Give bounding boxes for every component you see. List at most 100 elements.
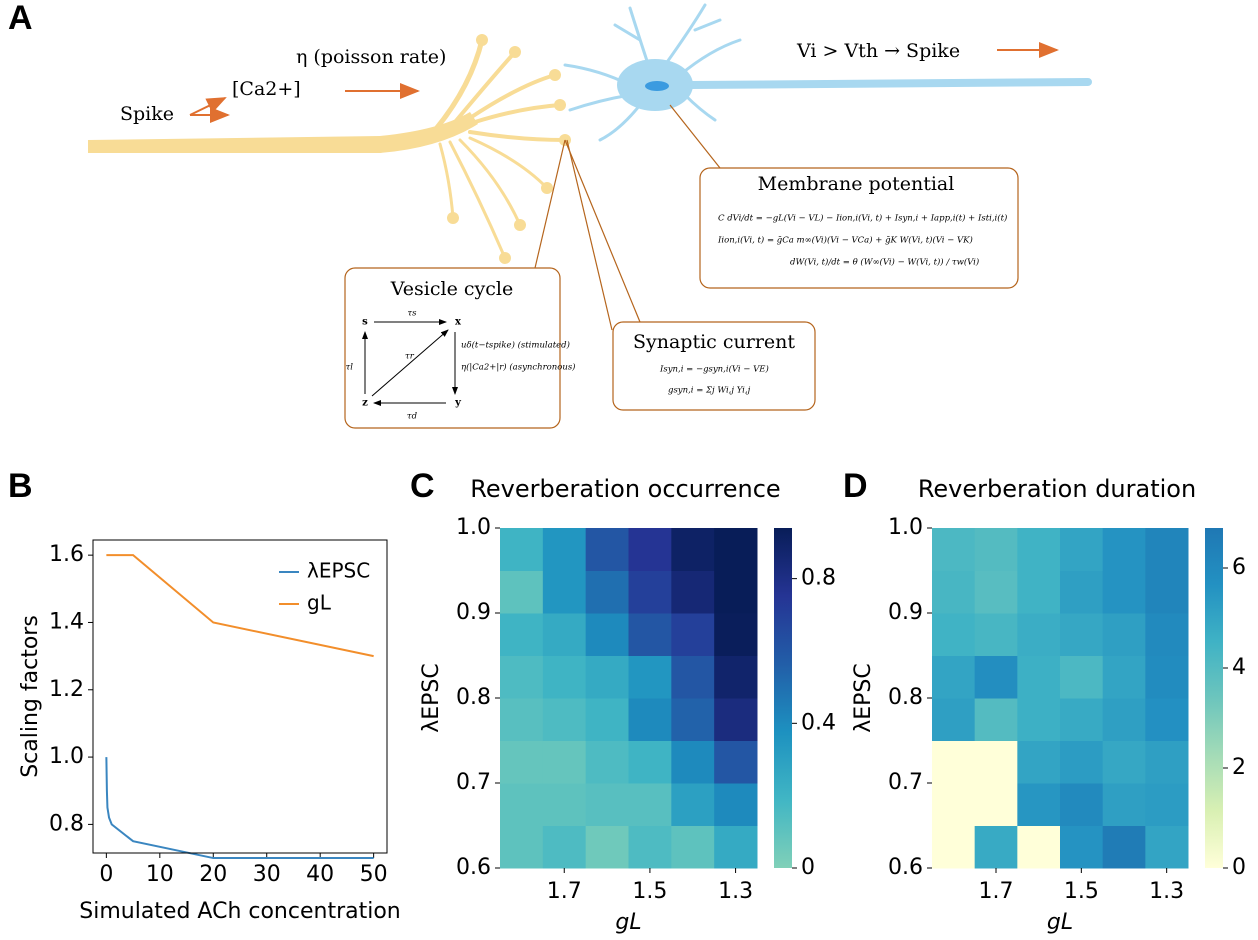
heatmap-cell [1145,698,1188,741]
heatmap-cell [543,656,586,699]
y-tick-label: 0.7 [456,770,491,795]
colorbar [774,528,792,868]
heatmap-cell [1017,571,1060,614]
heatmap-cell [1017,783,1060,826]
heatmap-cell [586,613,629,656]
heatmap-cell [671,741,714,784]
heatmap-cell [975,698,1018,741]
heatmap-cell [543,741,586,784]
heatmap-cell [1103,783,1146,826]
heatmap-cell [500,741,543,784]
heatmap-cell [714,613,757,656]
heatmap-cell [1060,783,1103,826]
y-tick-label: 0.6 [456,855,491,880]
heatmap-cell [1060,741,1103,784]
heatmap-cell [500,783,543,826]
presynaptic-neuron [88,34,571,264]
y-tick-label: 0.8 [49,811,84,836]
panel-label: C [410,467,435,505]
heatmap-cell [932,528,975,571]
threshold-label: Vi > Vth → Spike [796,40,960,62]
heatmap-cell [500,698,543,741]
heatmap-cell [975,571,1018,614]
equation: gsyn,i = Σj Wi,j Yi,j [668,386,751,396]
calcium-label: [Ca2+] [232,78,301,100]
vesicle-title: Vesicle cycle [390,278,513,300]
colorbar-tick-label: 0 [801,855,815,880]
heatmap-cell [500,656,543,699]
y-tick-label: 0.9 [456,600,491,625]
heatmap-cell [586,783,629,826]
chart-title: Reverberation duration [918,475,1196,503]
heatmap-cell [629,741,672,784]
membrane-title: Membrane potential [758,173,955,195]
heatmap-cell [1017,528,1060,571]
heatmap-cell [1060,613,1103,656]
heatmap-cell [543,783,586,826]
heatmap-cell [1103,656,1146,699]
y-tick-label: 0.7 [888,770,923,795]
heatmap-cell [586,571,629,614]
line [106,757,373,858]
panel-label: A [8,0,33,37]
x-tick-label: 50 [360,862,388,887]
figure: A B C D Spike [Ca2+] η [0,0,1258,940]
y-axis-label: λEPSC [851,663,876,733]
heatmap-cell [1060,528,1103,571]
heatmap-cell [932,656,975,699]
colorbar-tick-label: 0 [1232,855,1246,880]
x-tick-label: 1.5 [1064,879,1099,904]
panel-label: D [843,467,868,505]
colorbar-tick-label: 4 [1232,655,1246,680]
equation: Isyn,i = −gsyn,i(Vi − VE) [659,364,769,375]
heatmap-cell [1060,571,1103,614]
heatmap-cell [671,698,714,741]
heatmap-cell [629,613,672,656]
heatmap-cell [932,741,975,784]
stimulated: uδ(t−tspike) (stimulated) [461,340,570,351]
heatmap-cell [1017,656,1060,699]
heatmap-cell [671,571,714,614]
axes-frame [93,540,387,853]
y-tick-label: 1.4 [49,609,84,634]
heatmap-cell [1060,698,1103,741]
y-tick-label: 1.0 [888,515,923,540]
state: x [455,317,462,328]
heatmap-cell [975,528,1018,571]
asynchronous: η(|Ca2+|r) (asynchronous) [461,362,576,373]
heatmap-cell [714,528,757,571]
heatmap-cell [543,571,586,614]
heatmap-cell [1103,528,1146,571]
synaptic-title: Synaptic current [633,331,795,353]
heatmap-cell [975,783,1018,826]
heatmap-cell [1103,741,1146,784]
state: s [362,317,368,328]
y-tick-label: 1.2 [49,677,84,702]
state: z [362,398,368,409]
heatmap-cell [671,528,714,571]
heatmap-cell [1145,571,1188,614]
heatmap-cell [714,571,757,614]
rate: τd [407,412,418,422]
heatmap-cell [629,698,672,741]
x-tick-label: 20 [199,862,227,887]
heatmap-cell [975,741,1018,784]
heatmap-cell [975,826,1018,869]
spike-label: Spike [120,103,174,125]
heatmap-cell [1103,826,1146,869]
y-tick-label: 1.0 [456,515,491,540]
heatmap-cell [1017,741,1060,784]
heatmap-cell [500,528,543,571]
heatmap-cell [1145,826,1188,869]
legend-label: gL [307,591,332,615]
x-tick-label: 0 [99,862,113,887]
heatmap-cell [629,571,672,614]
heatmap-cell [1103,571,1146,614]
heatmap-cell [1103,698,1146,741]
heatmap-cell [1017,613,1060,656]
heatmap-cell [932,698,975,741]
y-axis-label: Scaling factors [18,615,43,778]
heatmap-cell [671,656,714,699]
heatmap-cell [586,826,629,869]
heatmap-cell [714,656,757,699]
